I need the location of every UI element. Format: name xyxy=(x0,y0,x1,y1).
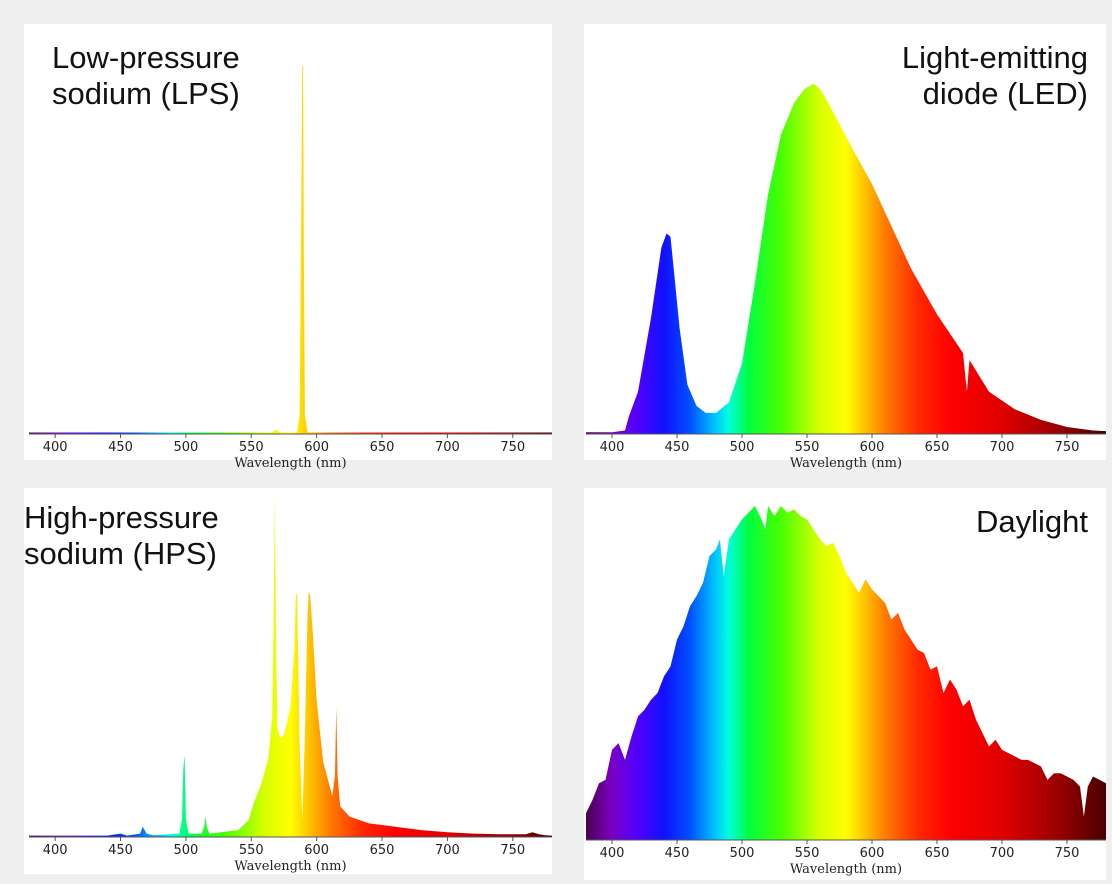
x-tick-label: 500 xyxy=(173,440,198,455)
x-tick-label: 500 xyxy=(730,846,755,861)
x-tick-label: 750 xyxy=(1055,846,1080,861)
panel-daylight: Daylight 400 450 500 550 600 650 700 750 Wavelen… xyxy=(584,488,1106,880)
x-tick-label: 500 xyxy=(730,440,755,455)
chart-daylight: 400 450 500 550 600 650 700 750 Wavelength (nm) xyxy=(586,506,1106,877)
x-tick-label: 650 xyxy=(925,846,950,861)
x-tick-label: 600 xyxy=(304,843,329,858)
x-axis-label: Wavelength (nm) xyxy=(234,859,346,874)
panel-hps: High-pressure sodium (HPS) 400 450 500 550 6… xyxy=(24,488,552,874)
x-tick-label: 450 xyxy=(665,846,690,861)
x-tick-label: 700 xyxy=(435,440,460,455)
x-tick-label: 550 xyxy=(239,843,264,858)
x-tick-label: 450 xyxy=(108,843,133,858)
chart-led: 400 450 500 550 600 650 700 750 Wavelength (nm) xyxy=(586,83,1106,471)
x-axis-label: Wavelength (nm) xyxy=(234,456,346,471)
x-tick-label: 550 xyxy=(239,440,264,455)
x-tick-label: 700 xyxy=(990,846,1015,861)
x-tick-label: 450 xyxy=(108,440,133,455)
chart-lps: 400 450 500 550 600 650 700 750 Wavelength (nm) xyxy=(29,65,552,471)
chart-title-hps: High-pressure sodium (HPS) xyxy=(24,500,227,574)
x-tick-label: 550 xyxy=(795,846,820,861)
x-tick-label: 400 xyxy=(43,843,68,858)
spectrum-area xyxy=(29,496,552,837)
x-tick-label: 750 xyxy=(500,843,525,858)
chart-hps: 400 450 500 550 600 650 700 750 Wavelength (nm) xyxy=(29,496,552,874)
x-tick-label: 600 xyxy=(304,440,329,455)
x-tick-label: 750 xyxy=(1055,440,1080,455)
spectrum-area xyxy=(29,65,552,434)
chart-title-led: Light-emitting diode (LED) xyxy=(901,40,1088,111)
panel-led: Light-emitting diode (LED) 400 450 500 550 6… xyxy=(584,24,1106,471)
x-tick-label: 650 xyxy=(925,440,950,455)
x-tick-label: 550 xyxy=(795,440,820,455)
x-tick-label: 400 xyxy=(600,846,625,861)
chart-title-lps: Low-pressure sodium (LPS) xyxy=(52,40,240,111)
spectrum-area xyxy=(586,506,1106,840)
x-tick-label: 500 xyxy=(173,843,198,858)
x-axis-label: Wavelength (nm) xyxy=(790,862,902,877)
x-tick-label: 600 xyxy=(860,440,885,455)
x-tick-label: 450 xyxy=(665,440,690,455)
x-tick-label: 400 xyxy=(600,440,625,455)
x-tick-label: 400 xyxy=(43,440,68,455)
x-tick-label: 650 xyxy=(370,440,395,455)
x-tick-label: 700 xyxy=(435,843,460,858)
chart-title-daylight: Daylight xyxy=(976,504,1088,539)
panel-lps: Low-pressure sodium (LPS) 400 450 500 550 60… xyxy=(24,24,552,471)
x-tick-label: 750 xyxy=(500,440,525,455)
x-tick-label: 600 xyxy=(860,846,885,861)
x-tick-label: 650 xyxy=(370,843,395,858)
spectrum-area xyxy=(586,83,1106,434)
x-axis-label: Wavelength (nm) xyxy=(790,456,902,471)
x-tick-label: 700 xyxy=(990,440,1015,455)
